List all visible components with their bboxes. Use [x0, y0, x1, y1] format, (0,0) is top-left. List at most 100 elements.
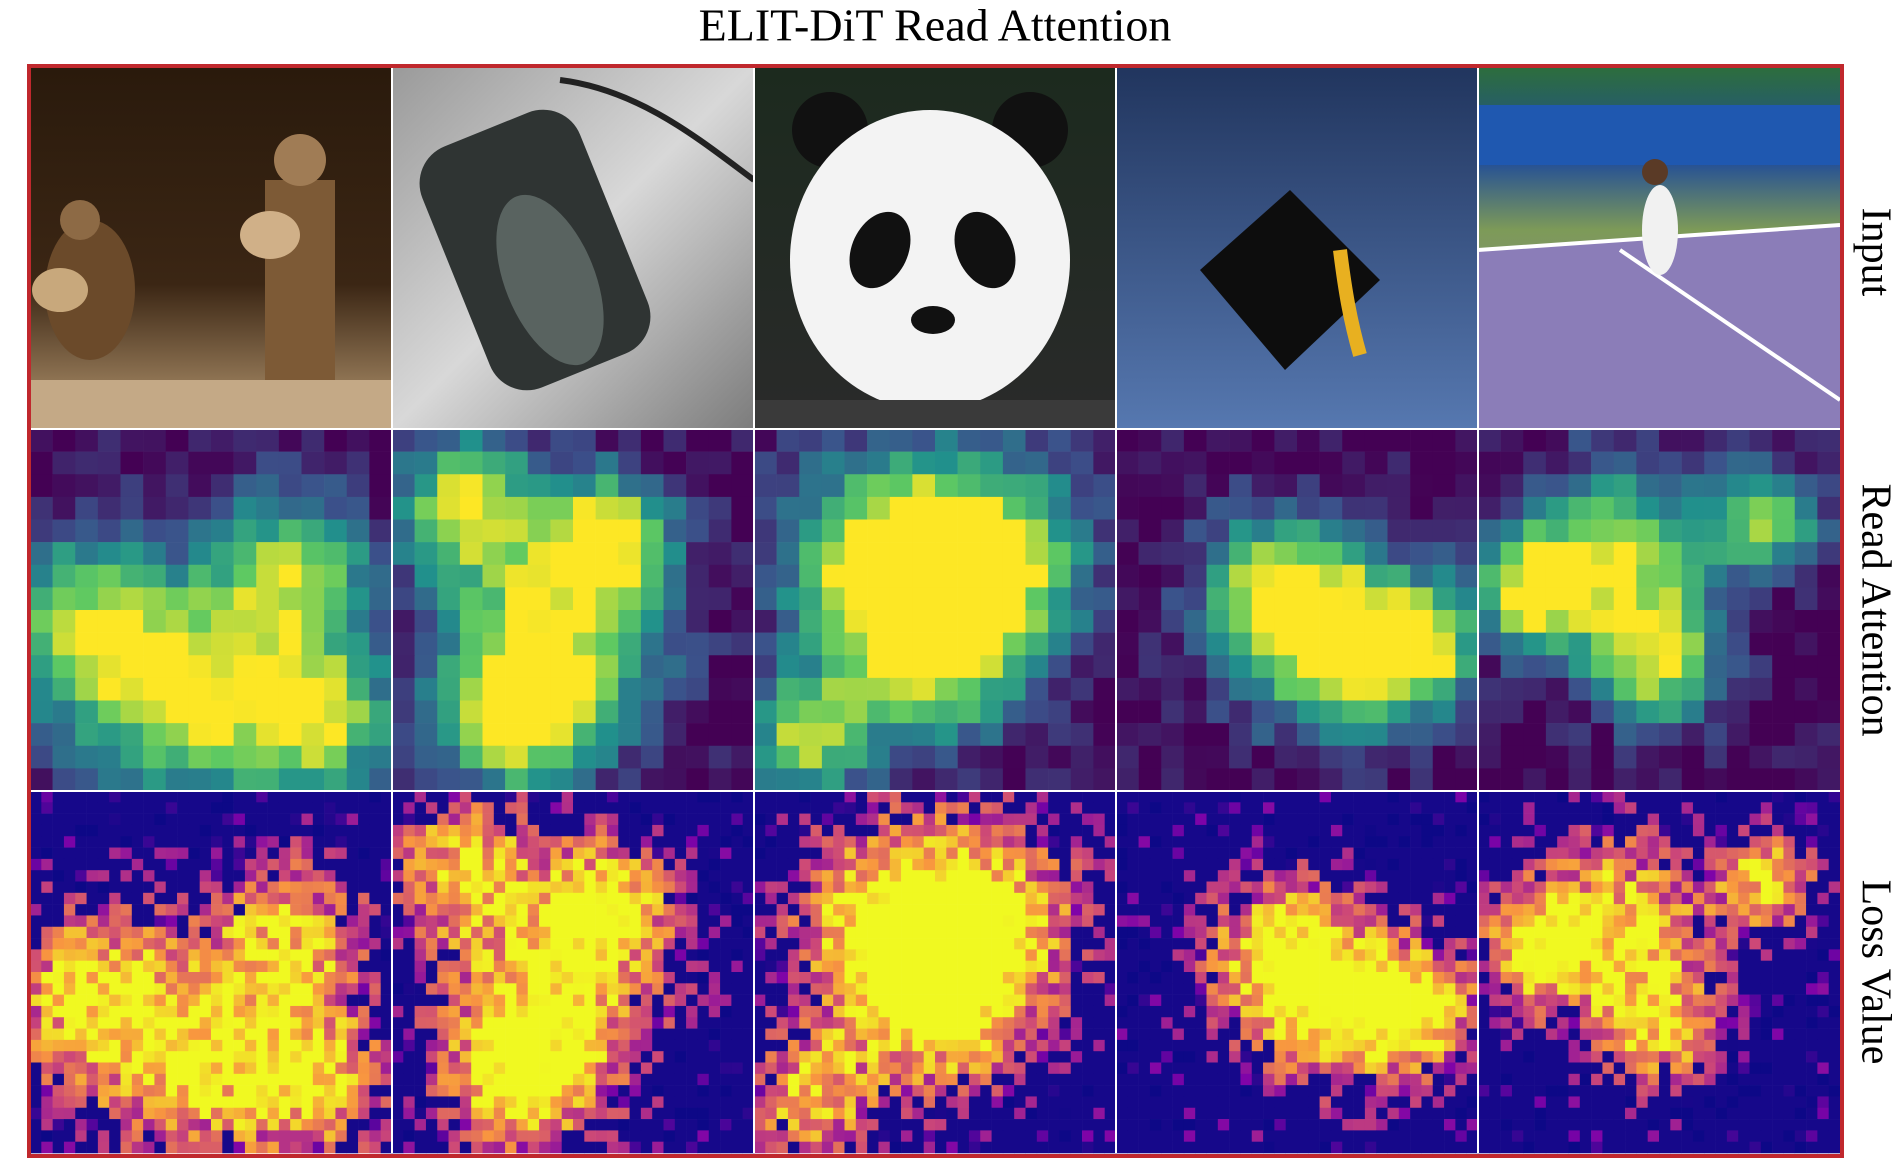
heatmap-cell: [301, 1039, 314, 1052]
heatmap-cell: [1036, 881, 1049, 894]
heatmap-cell: [109, 926, 121, 939]
heatmap-cell: [312, 1073, 325, 1086]
heatmap-cell: [143, 496, 167, 520]
heatmap-cell: [720, 824, 732, 837]
heatmap-cell: [640, 858, 653, 871]
heatmap-cell: [1455, 496, 1479, 520]
heatmap-cell: [1116, 824, 1128, 837]
heatmap-cell: [1048, 1017, 1060, 1029]
heatmap-cell: [63, 1017, 76, 1029]
heatmap-cell: [199, 915, 212, 928]
heatmap-cell: [527, 926, 540, 939]
heatmap-cell: [233, 949, 246, 961]
heatmap-cell: [901, 949, 913, 961]
heatmap-cell: [878, 1017, 891, 1029]
heatmap-cell: [1149, 802, 1162, 814]
heatmap-cell: [799, 813, 811, 826]
heatmap-cell: [991, 1119, 1004, 1131]
heatmap-cell: [1206, 429, 1230, 452]
heatmap-cell: [889, 1107, 902, 1120]
heatmap-cell: [30, 1073, 42, 1086]
heatmap-cell: [278, 542, 302, 566]
heatmap-cell: [980, 881, 992, 894]
heatmap-cell: [1297, 972, 1309, 984]
heatmap-cell: [425, 1062, 438, 1075]
heatmap-cell: [799, 542, 823, 566]
heatmap-cell: [278, 1107, 291, 1120]
heatmap-cell: [120, 1096, 133, 1109]
heatmap-cell: [312, 892, 325, 905]
heatmap-cell: [844, 847, 857, 860]
heatmap-cell: [1387, 429, 1411, 452]
heatmap-cell: [493, 813, 506, 826]
heatmap-cell: [188, 870, 200, 882]
heatmap-cell: [1025, 881, 1038, 894]
heatmap-cell: [369, 768, 393, 792]
heatmap-cell: [392, 1005, 404, 1018]
heatmap-cell: [1432, 564, 1456, 588]
heatmap-cell: [482, 542, 506, 566]
heatmap-cell: [1149, 836, 1162, 848]
heatmap-cell: [1274, 451, 1298, 475]
heatmap-cell: [1172, 847, 1185, 860]
heatmap-cell: [177, 1073, 189, 1086]
heatmap-cell: [1319, 610, 1343, 633]
heatmap-cell: [52, 791, 65, 803]
heatmap-cell: [233, 655, 257, 679]
heatmap-cell: [199, 1005, 212, 1018]
heatmap-cell: [935, 768, 958, 792]
heatmap-cell: [143, 1096, 155, 1109]
heatmap-cell: [618, 904, 630, 916]
heatmap-cell: [346, 496, 370, 520]
heatmap-cell: [369, 632, 393, 656]
heatmap-cell: [640, 1028, 653, 1041]
heatmap-cell: [1455, 1005, 1467, 1018]
heatmap-cell: [629, 1085, 642, 1097]
heatmap-cell: [844, 813, 857, 826]
heatmap-cell: [1104, 1141, 1117, 1154]
heatmap-cell: [335, 904, 348, 916]
heatmap-cell: [1251, 587, 1275, 611]
heatmap-cell: [810, 1096, 823, 1109]
heatmap-cell: [1036, 994, 1049, 1007]
heatmap-cell: [663, 677, 687, 701]
heatmap-cell: [765, 847, 777, 860]
heatmap-cell: [573, 1028, 585, 1041]
heatmap-cell: [946, 1039, 958, 1052]
heatmap-cell: [1319, 1039, 1332, 1052]
heatmap-cell: [143, 904, 155, 916]
heatmap-cell: [459, 972, 472, 984]
heatmap-cell: [437, 881, 449, 894]
heatmap-cell: [787, 1085, 800, 1097]
heatmap-cell: [516, 926, 529, 939]
heatmap-cell: [742, 847, 755, 860]
heatmap-cell: [222, 1119, 234, 1131]
heatmap-cell: [539, 1028, 551, 1041]
heatmap-cell: [1330, 1096, 1343, 1109]
heatmap-cell: [199, 1028, 212, 1041]
heatmap-cell: [1319, 791, 1332, 803]
heatmap-cell: [1025, 813, 1038, 826]
heatmap-cell: [1432, 824, 1445, 837]
heatmap-cell: [1297, 1017, 1309, 1029]
heatmap-cell: [516, 1141, 529, 1154]
heatmap-cell: [561, 824, 574, 837]
heatmap-cell: [1353, 802, 1366, 814]
heatmap-cell: [1014, 1017, 1026, 1029]
heatmap-cell: [1116, 858, 1128, 871]
heatmap-cell: [278, 1005, 291, 1018]
heatmap-cell: [697, 983, 710, 995]
heatmap-cell: [324, 768, 348, 792]
heatmap-cell: [346, 802, 359, 814]
heatmap-cell: [199, 802, 212, 814]
heatmap-cell: [1342, 847, 1354, 860]
heatmap-cell: [493, 802, 506, 814]
heatmap-cell: [1206, 1017, 1219, 1029]
heatmap-cell: [799, 564, 823, 588]
heatmap-cell: [1353, 1085, 1366, 1097]
heatmap-cell: [1149, 1017, 1162, 1029]
heatmap-cell: [1149, 904, 1162, 916]
heatmap-cell: [686, 1107, 698, 1120]
heatmap-cell: [505, 474, 529, 498]
heatmap-cell: [1025, 1119, 1038, 1131]
